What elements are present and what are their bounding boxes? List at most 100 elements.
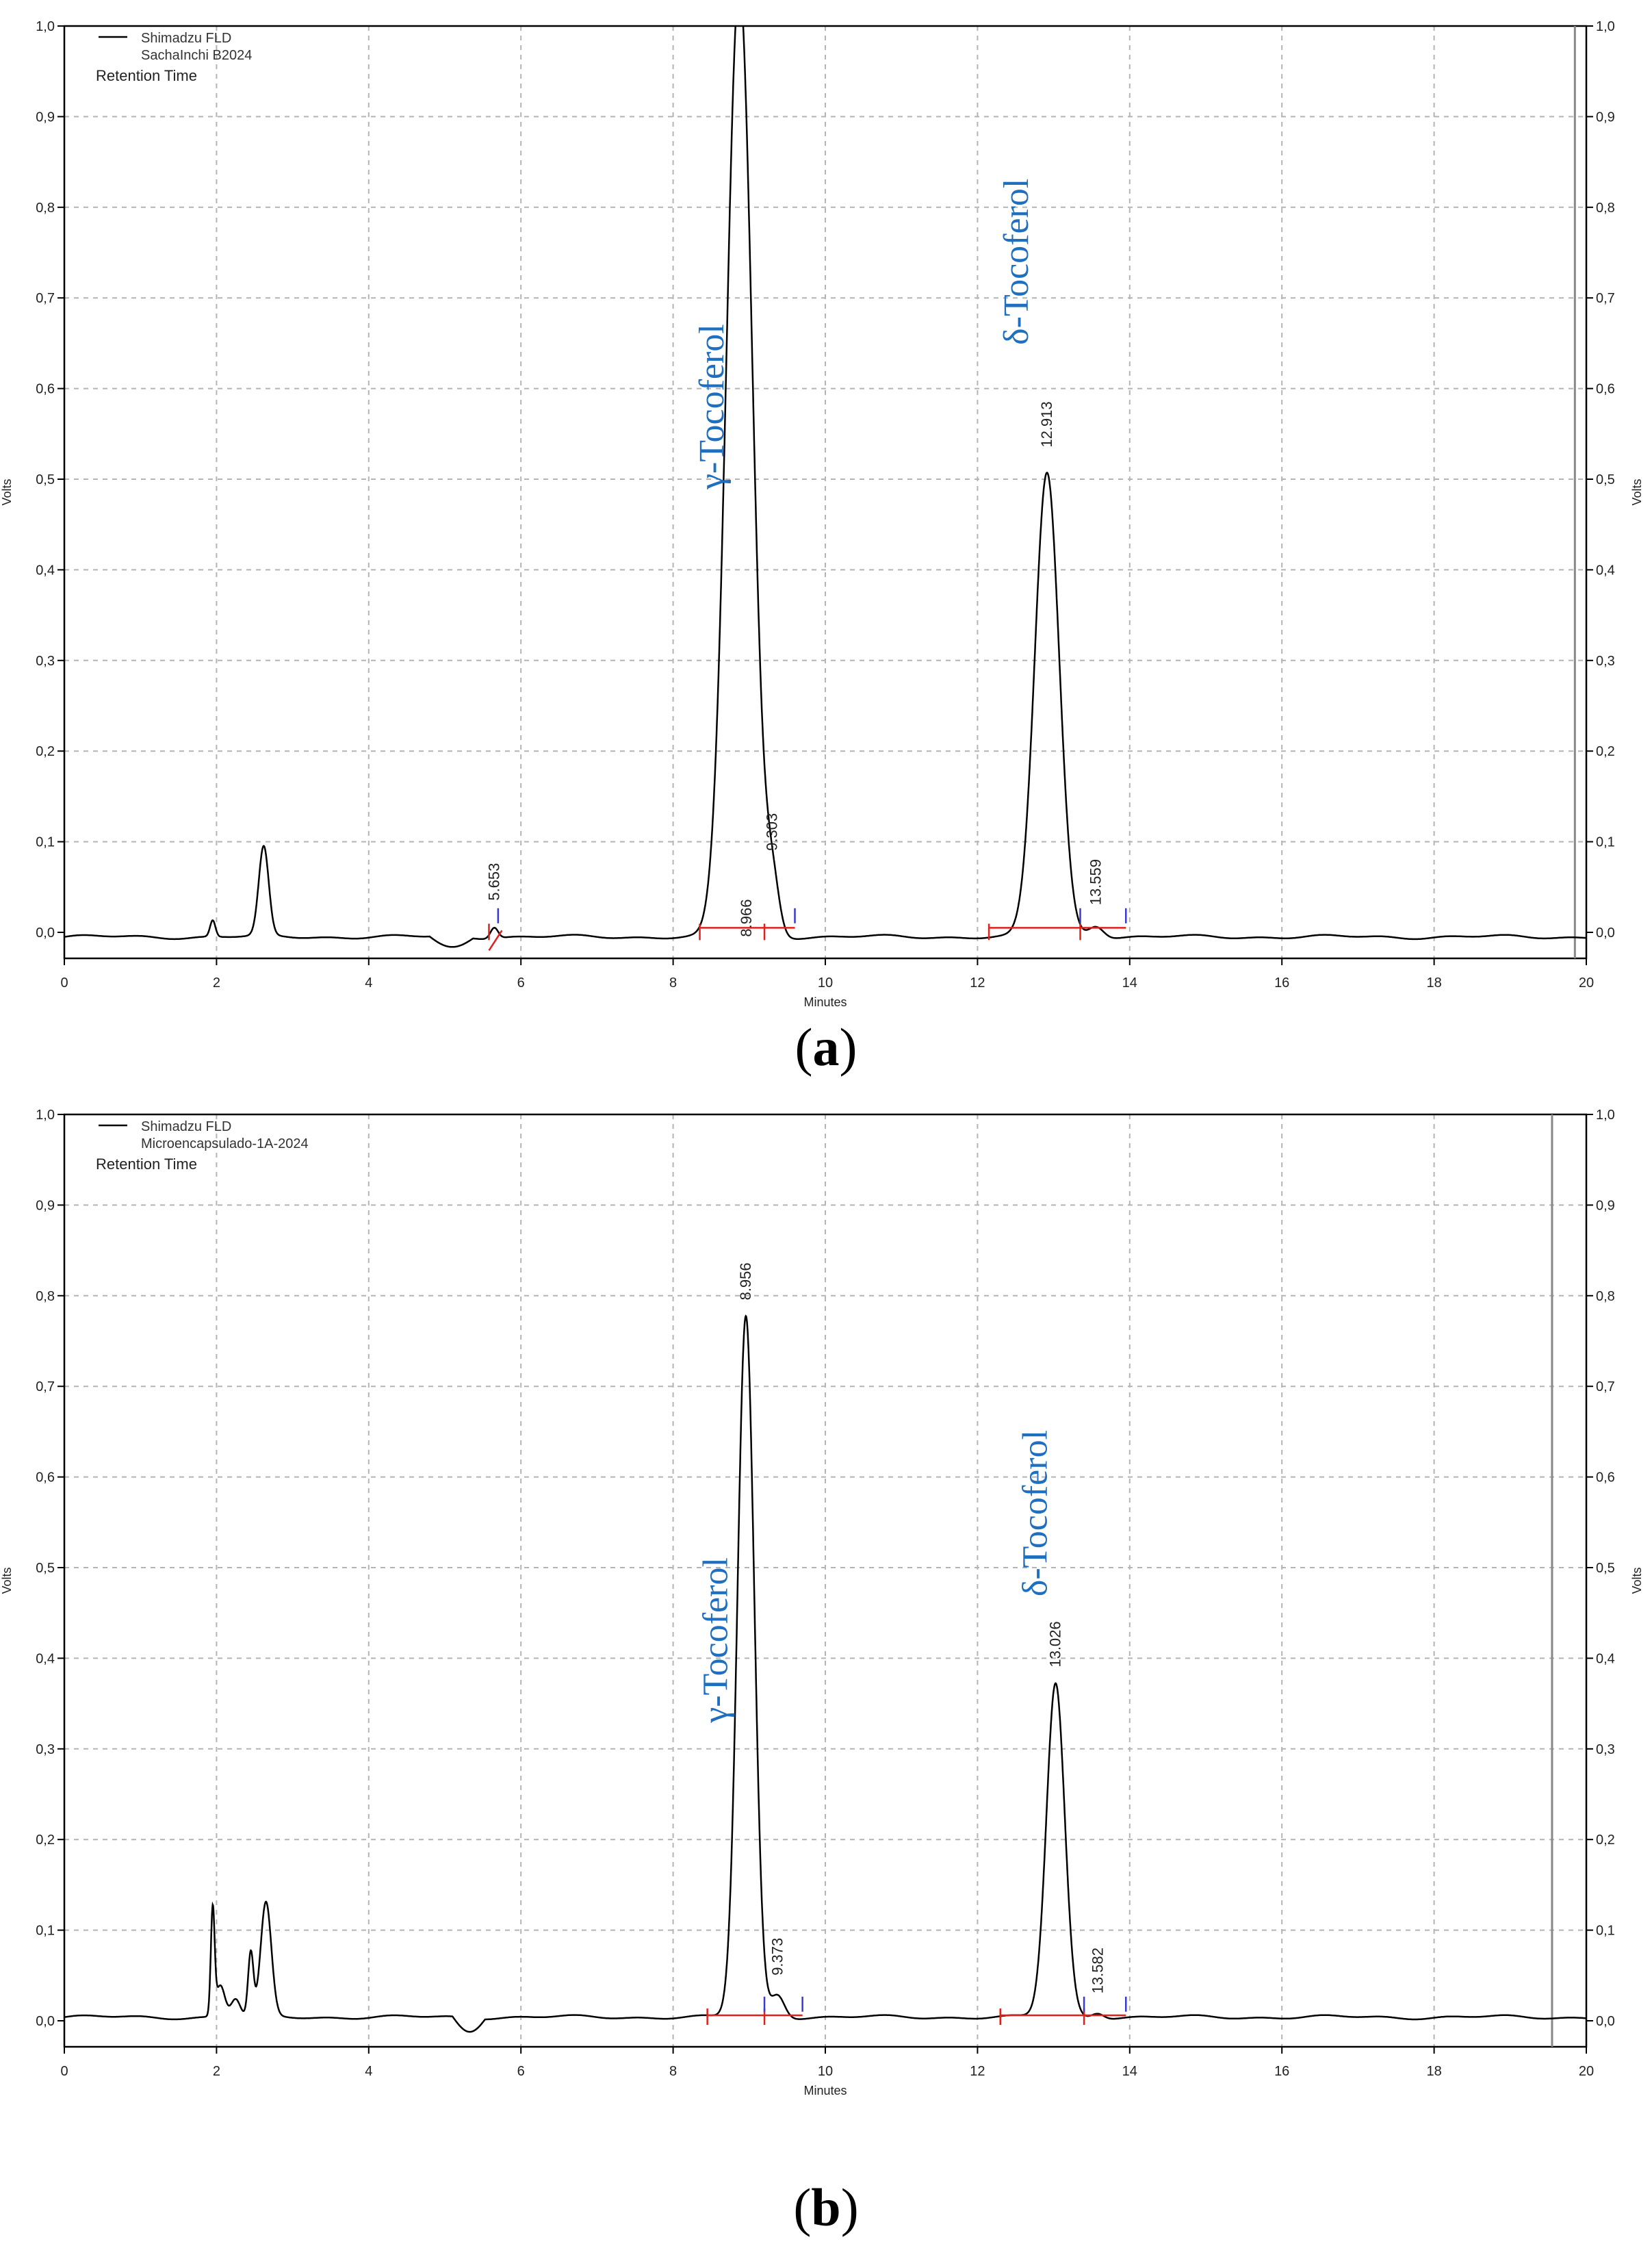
peak-rt-label: 13.026	[1046, 1621, 1063, 1667]
chromatogram-b: 0 2 4 6 8 10 12 14 16 18 20 0,0 0,0 0,1 0,1 0,2 0,2 0,3 0,…	[0, 1108, 1644, 2097]
plot-frame-pb	[63, 1113, 1588, 2048]
x-tick-label: 18	[1426, 2064, 1441, 2079]
y-axis-title-right: Volts	[1630, 1567, 1644, 1594]
compound-label: γ-Tocoferol	[693, 324, 732, 490]
y-tick-label-left: 0,4	[36, 1651, 55, 1666]
integration-baseline	[488, 930, 503, 952]
x-tick-label: 18	[1426, 975, 1441, 991]
y-tick-label-left: 0,4	[36, 563, 55, 578]
y-tick-label-left: 0,5	[36, 1561, 55, 1576]
y-tick-label-right: 0,9	[1596, 110, 1615, 125]
y-tick-label-left: 0,6	[36, 382, 55, 397]
y-tick-label-right: 0,3	[1596, 1742, 1615, 1757]
panel-label-a: (a)	[795, 1017, 857, 1077]
peak-rt-label: 13.582	[1089, 1948, 1106, 1993]
y-tick-label-right: 0,9	[1596, 1198, 1615, 1213]
x-tick-label: 6	[517, 975, 525, 991]
y-tick-label-left: 0,9	[36, 1198, 55, 1213]
legend-subtitle: Retention Time	[96, 67, 197, 84]
y-tick-label-left: 1,0	[36, 1108, 55, 1123]
y-tick-label-left: 0,0	[36, 2014, 55, 2029]
x-tick-label: 2	[213, 2064, 220, 2079]
y-tick-label-right: 1,0	[1596, 19, 1615, 34]
y-tick-label-right: 0,1	[1596, 835, 1615, 850]
y-tick-label-left: 0,1	[36, 835, 55, 850]
y-tick-label-right: 0,2	[1596, 744, 1615, 759]
y-tick-label-left: 0,7	[36, 1379, 55, 1394]
y-tick-label-left: 1,0	[36, 19, 55, 34]
x-tick-label: 12	[970, 2064, 985, 2079]
y-tick-label-right: 0,8	[1596, 1289, 1615, 1304]
y-tick-label-right: 0,5	[1596, 472, 1615, 487]
peak-rt-label: 5.653	[486, 863, 503, 901]
y-tick-label-right: 0,5	[1596, 1561, 1615, 1576]
y-axis-title-left: Volts	[0, 1567, 14, 1594]
y-tick-label-left: 0,3	[36, 1742, 55, 1757]
y-tick-label-right: 0,4	[1596, 1651, 1615, 1666]
x-tick-label: 20	[1579, 2064, 1594, 2079]
legend-pb: Shimadzu FLD Microencapsulado-1A-2024 Rete…	[96, 1119, 309, 1173]
x-tick-label: 0	[60, 975, 68, 991]
y-tick-label-left: 0,2	[36, 1833, 55, 1848]
x-tick-label: 8	[669, 975, 677, 991]
panel-label-b-letter: b	[811, 2178, 841, 2237]
peak-rt-label: 9.303	[763, 813, 780, 851]
x-tick-label: 2	[213, 975, 220, 991]
x-tick-label: 14	[1122, 2064, 1137, 2079]
y-axis-title-right: Volts	[1630, 478, 1644, 505]
y-tick-label-left: 0,8	[36, 1289, 55, 1304]
y-tick-label-right: 0,6	[1596, 1470, 1615, 1485]
grid-pa	[64, 25, 1586, 958]
panel-label-a-letter: a	[812, 1017, 840, 1077]
y-tick-label-right: 0,0	[1596, 2014, 1615, 2029]
legend-detector: Shimadzu FLD	[141, 31, 231, 46]
panel-label-b: (b)	[793, 2178, 859, 2237]
peak-rt-label: 9.373	[769, 1938, 786, 1976]
y-tick-label-left: 0,7	[36, 291, 55, 306]
compound-label: γ-Tocoferol	[697, 1557, 736, 1724]
x-axis-title: Minutes	[803, 995, 847, 1009]
x-tick-label: 12	[970, 975, 985, 991]
x-tick-label: 10	[818, 2064, 833, 2079]
x-tick-label: 6	[517, 2064, 525, 2079]
y-tick-label-left: 0,8	[36, 201, 55, 216]
grid-pb	[64, 1114, 1586, 2047]
y-tick-label-right: 0,8	[1596, 201, 1615, 216]
x-tick-label: 20	[1579, 975, 1594, 991]
legend-sample: Microencapsulado-1A-2024	[141, 1136, 309, 1151]
x-tick-label: 16	[1274, 975, 1289, 991]
y-tick-label-left: 0,9	[36, 110, 55, 125]
chromatogram-a: 0 2 4 6 8 10 12 14 16 18 20 0,0 0,0 0,1 0,1 0,2 0,2 0,3 0,…	[0, 19, 1644, 1009]
y-tick-label-left: 0,3	[36, 654, 55, 669]
legend-sample: SachaInchi B2024	[141, 48, 252, 63]
y-tick-label-left: 0,6	[36, 1470, 55, 1485]
y-tick-label-left: 0,0	[36, 926, 55, 941]
peak-rt-label: 12.913	[1038, 401, 1055, 447]
x-tick-label: 10	[818, 975, 833, 991]
x-axis-title: Minutes	[803, 2084, 847, 2097]
chromatogram-trace-pb	[64, 1314, 1586, 2033]
x-tick-label: 4	[365, 975, 372, 991]
peak-rt-label: 8.956	[737, 1262, 754, 1300]
compound-label: δ-Tocoferol	[1016, 1430, 1055, 1596]
y-tick-label-right: 0,7	[1596, 1379, 1615, 1394]
y-tick-label-right: 0,4	[1596, 563, 1615, 578]
peak-rt-label: 13.559	[1087, 859, 1105, 905]
y-tick-label-right: 0,6	[1596, 382, 1615, 397]
chromatogram-trace-pa	[64, 26, 1586, 948]
y-tick-label-right: 0,2	[1596, 1833, 1615, 1848]
y-tick-label-right: 0,7	[1596, 291, 1615, 306]
compound-label: δ-Tocoferol	[997, 179, 1036, 345]
plot-frame-pa	[63, 25, 1588, 960]
x-tick-label: 0	[60, 2064, 68, 2079]
y-axis-title-left: Volts	[0, 478, 14, 505]
y-tick-label-right: 0,0	[1596, 926, 1615, 941]
y-tick-label-right: 0,3	[1596, 654, 1615, 669]
y-tick-label-right: 0,1	[1596, 1924, 1615, 1939]
legend-subtitle: Retention Time	[96, 1156, 197, 1173]
x-tick-label: 14	[1122, 975, 1137, 991]
y-tick-label-left: 0,2	[36, 744, 55, 759]
y-tick-label-left: 0,5	[36, 472, 55, 487]
x-tick-label: 8	[669, 2064, 677, 2079]
y-tick-label-left: 0,1	[36, 1924, 55, 1939]
